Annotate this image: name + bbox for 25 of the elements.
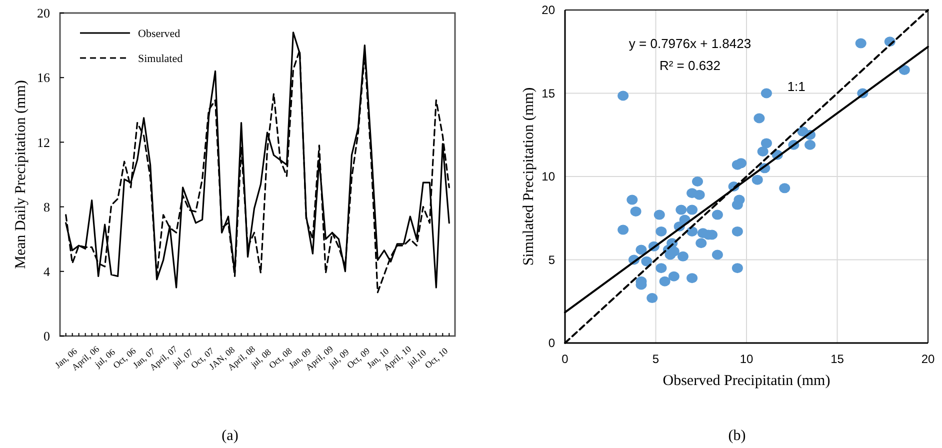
y-tick-label: 0 [44, 328, 50, 344]
x-tick-label: 0 [562, 352, 569, 366]
x-tick-label: 5 [652, 352, 660, 366]
y-tick-label: 12 [37, 134, 50, 150]
y-tick-label: 10 [542, 170, 556, 184]
y-axis-title: Mean Daily Precipitation (mm) [13, 80, 29, 269]
x-tick-label: 20 [921, 352, 935, 366]
text: (b) [728, 428, 746, 444]
text: (a) [222, 428, 238, 444]
y-tick-label: 20 [37, 6, 50, 21]
y-tick-label: 20 [542, 3, 556, 18]
annotation: y = 0.7976x + 1.8423 [628, 36, 752, 51]
y-axis-title: Simulated Precipitation (mm) [521, 87, 537, 266]
legend-label: Observed [138, 28, 181, 40]
annotation: R² = 0.632 [659, 58, 721, 73]
y-tick-label: 4 [44, 264, 50, 279]
x-axis-title: Observed Precipitatin (mm) [662, 373, 830, 389]
series-label: 1:1 [787, 79, 806, 94]
y-tick-label: 15 [542, 86, 556, 100]
y-tick-label: 5 [548, 252, 556, 267]
y-tick-label: 16 [37, 70, 50, 86]
legend-label: Simulated [138, 52, 184, 65]
y-tick-label: 8 [44, 199, 50, 214]
x-tick-label: 10 [740, 352, 754, 366]
x-tick-label: 15 [830, 352, 844, 366]
